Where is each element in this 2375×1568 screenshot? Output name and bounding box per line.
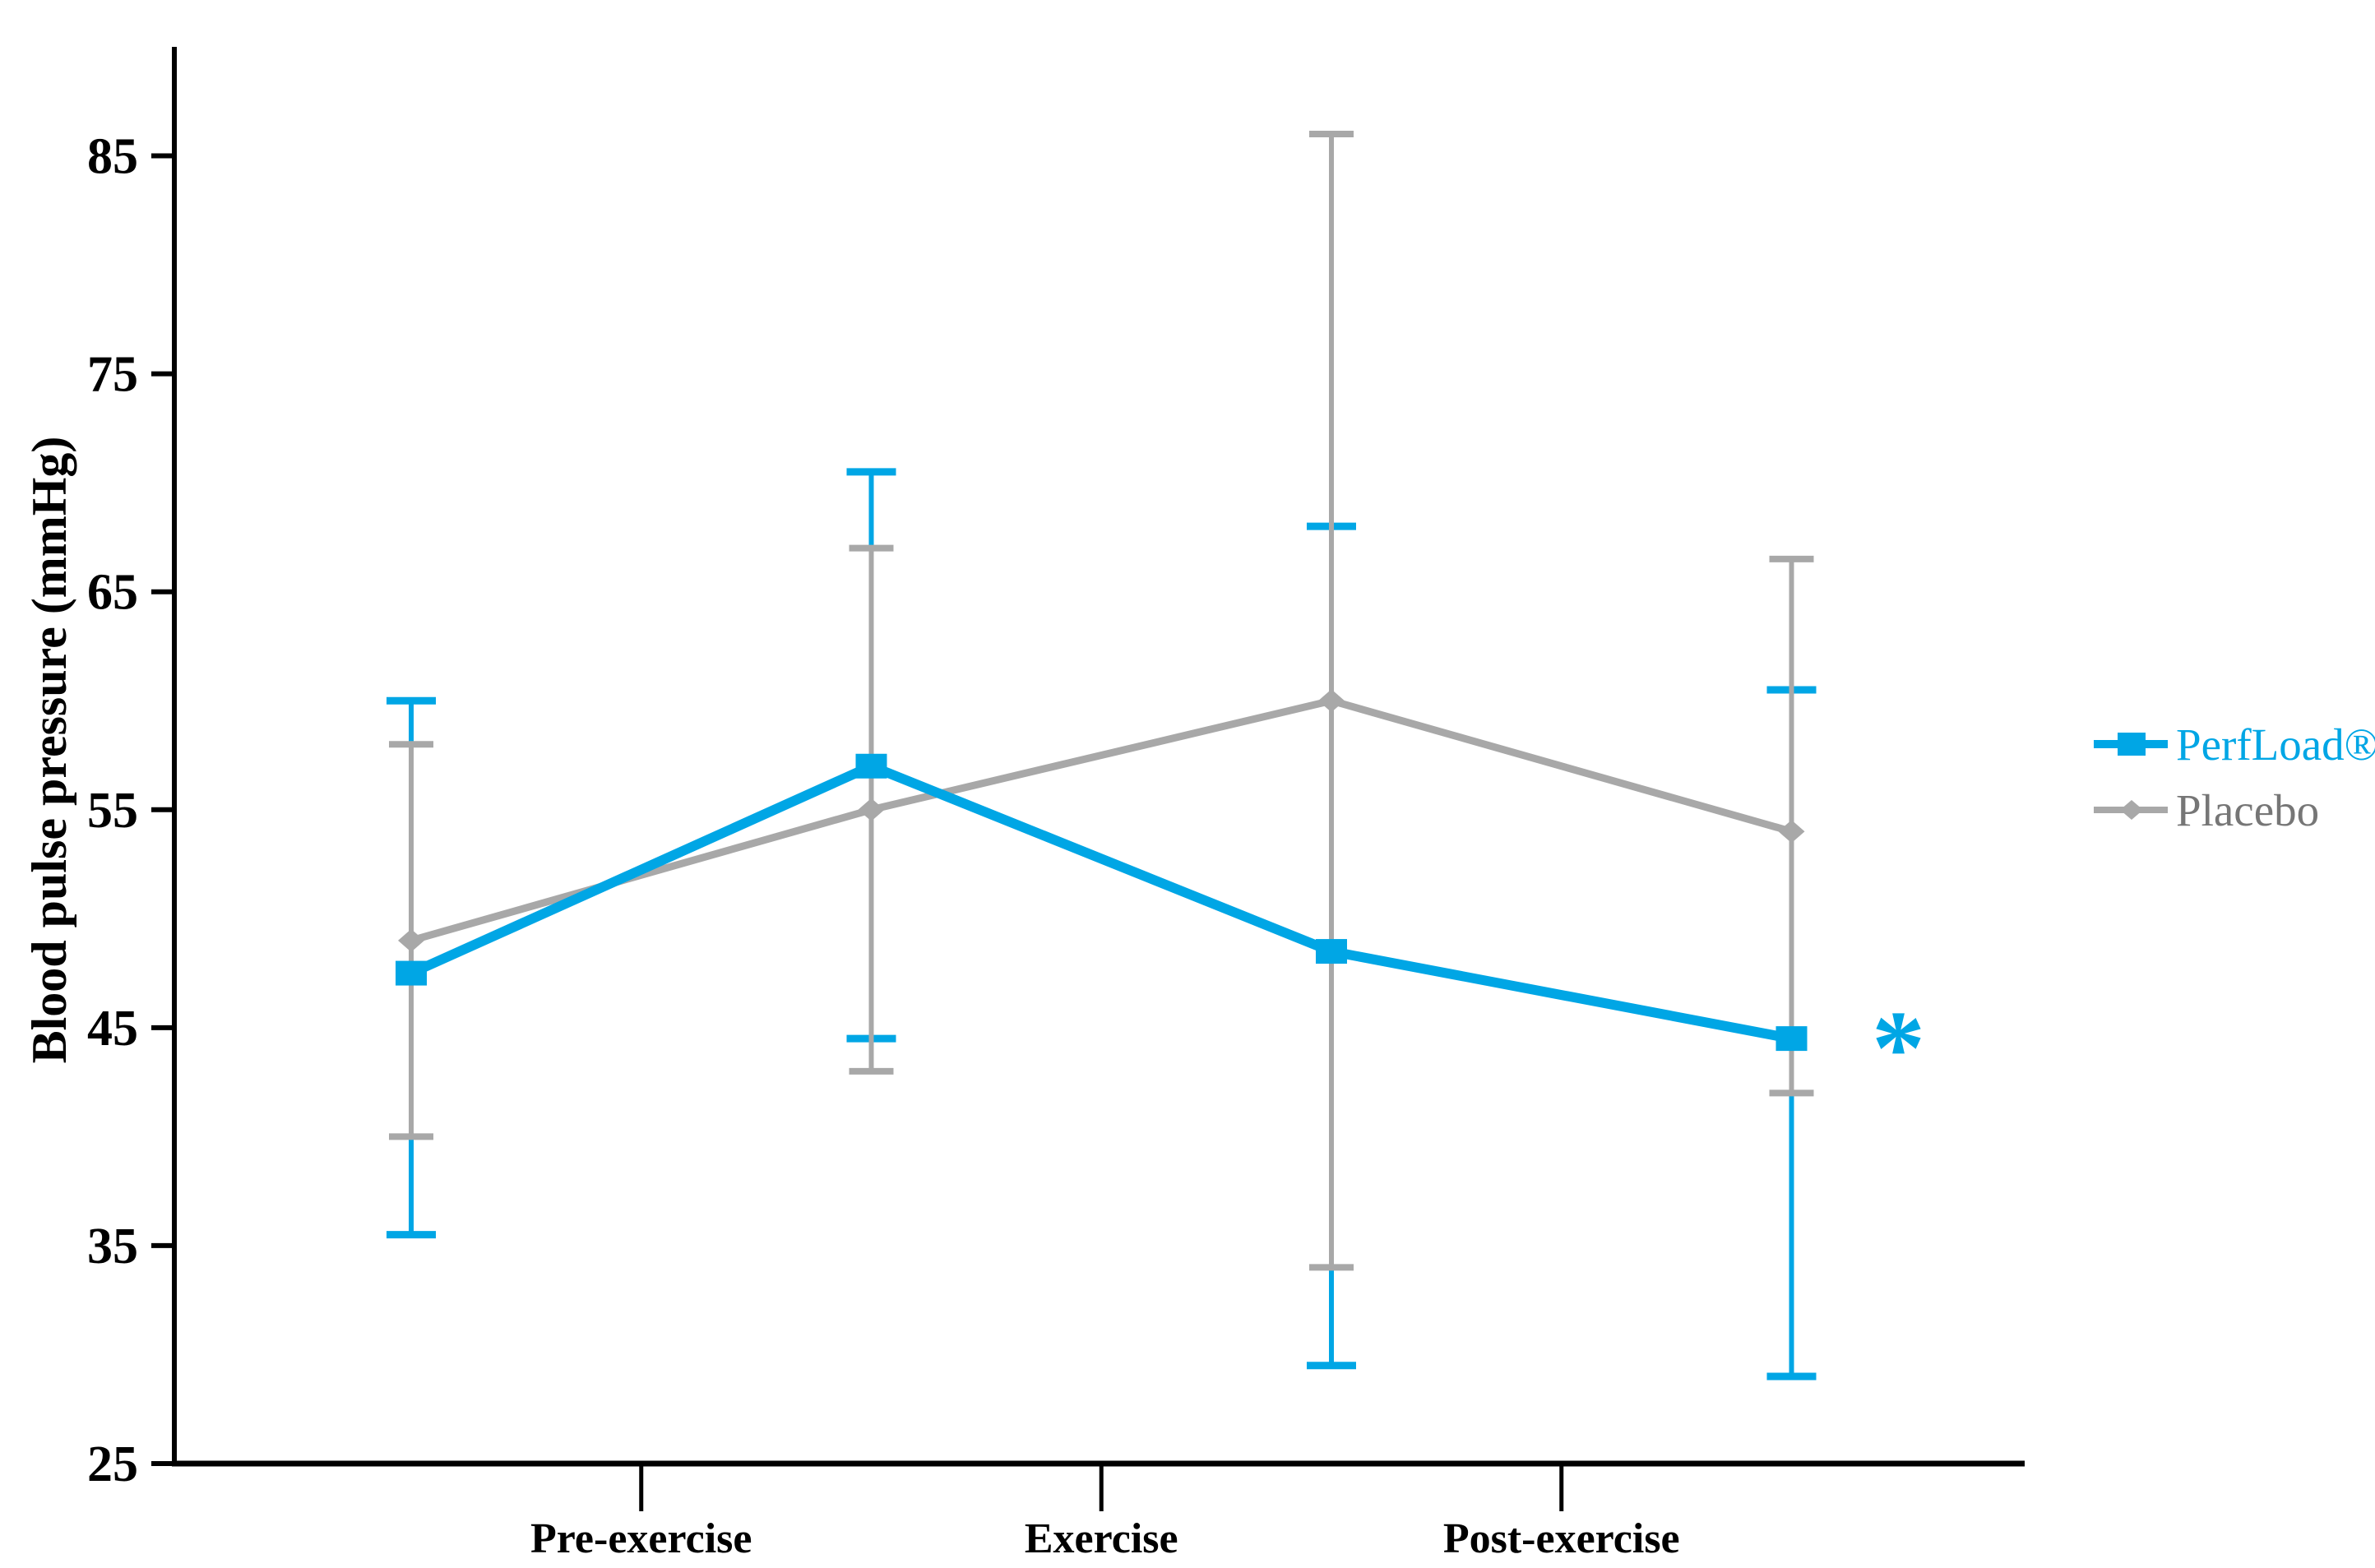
legend-label-placebo: Placebo — [2176, 785, 2319, 835]
y-tick-label-45: 45 — [87, 1001, 138, 1057]
y-axis-title: Blood pulse pressure (mmHg) — [22, 437, 76, 1064]
y-tick-label-55: 55 — [87, 783, 138, 839]
x-tick-label-post-exercise: Post-exercise — [1443, 1515, 1680, 1562]
marker-diamond-placebo-3 — [1778, 820, 1805, 844]
legend-label-perfload: PerfLoad® — [2176, 719, 2375, 770]
series-line-placebo — [410, 696, 1793, 945]
marker-square-perfload-3 — [1775, 1026, 1808, 1052]
significance-asterisk: * — [1872, 989, 1925, 1108]
y-tick-label-65: 65 — [87, 565, 138, 621]
y-tick-label-35: 35 — [87, 1219, 138, 1274]
y-tick-label-25: 25 — [87, 1436, 138, 1492]
marker-diamond-placebo-2 — [1318, 689, 1345, 713]
x-tick-label-pre-exercise: Pre-exercise — [530, 1515, 752, 1562]
marker-square-perfload-0 — [396, 960, 427, 986]
legend-marker-perfload — [2118, 733, 2146, 756]
marker-square-perfload-2 — [1316, 939, 1347, 964]
marker-diamond-placebo-1 — [858, 798, 885, 821]
legend-marker-placebo — [2120, 800, 2143, 820]
y-tick-label-75: 75 — [87, 347, 138, 403]
marker-square-perfload-1 — [855, 753, 887, 779]
x-tick-label-exercise: Exercise — [1025, 1515, 1178, 1562]
legend-item-placebo: Placebo — [2094, 785, 2319, 835]
marker-diamond-placebo-0 — [398, 928, 424, 952]
y-tick-label-85: 85 — [87, 129, 138, 185]
series-line-perfload — [409, 761, 1793, 1043]
legend-item-perfload: PerfLoad® — [2094, 719, 2375, 770]
